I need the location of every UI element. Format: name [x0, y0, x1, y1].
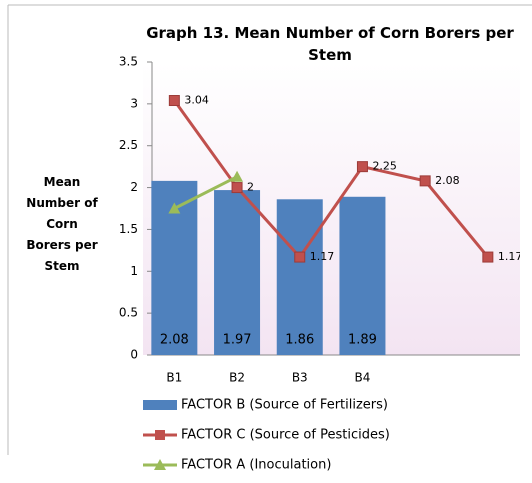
bar	[276, 199, 323, 355]
y-tick-label: 0	[130, 348, 138, 362]
y-tick-label: 3	[130, 96, 138, 110]
marker	[168, 202, 181, 214]
bar-label: 2.08	[160, 333, 189, 348]
legend-label: FACTOR B (Source of Fertilizers)	[181, 398, 388, 413]
line	[173, 175, 238, 210]
x-tick-label: B4	[355, 371, 371, 385]
y-tick-label: 0.5	[119, 306, 138, 320]
y-tick-label: 3.5	[119, 55, 138, 69]
marker	[482, 251, 494, 263]
legend-marker	[154, 459, 166, 470]
data-label: 3.04	[184, 94, 209, 107]
legend-swatch	[143, 400, 177, 410]
marker	[231, 170, 244, 182]
data-label: 2.25	[372, 160, 397, 173]
marker	[356, 161, 368, 173]
data-label: 2.08	[435, 174, 460, 187]
bar-label: 1.97	[223, 333, 252, 348]
line	[173, 99, 490, 260]
data-label: 1.17	[310, 250, 335, 263]
bar-label: 1.89	[348, 333, 377, 348]
y-axis-label: Mean Number of Corn Borers per Stem	[26, 175, 98, 273]
x-tick-label: B2	[229, 371, 245, 385]
bar	[339, 196, 386, 355]
marker	[419, 175, 431, 187]
marker	[294, 251, 306, 263]
bar	[214, 190, 261, 355]
legend-label: FACTOR A (Inoculation)	[181, 458, 331, 473]
chart-title: Graph 13. Mean Number of Corn Borers per…	[146, 24, 514, 64]
y-tick-label: 1.5	[119, 222, 138, 236]
marker	[168, 95, 180, 107]
marker	[231, 182, 243, 194]
bar-label: 1.86	[285, 333, 314, 348]
legend-label: FACTOR C (Source of Pesticides)	[181, 428, 390, 443]
y-tick-label: 1	[130, 264, 138, 278]
data-label: 2	[247, 181, 254, 194]
data-label: 1.17	[498, 250, 522, 263]
y-tick-label: 2	[130, 180, 138, 194]
x-tick-label: B1	[166, 371, 182, 385]
plot-area	[143, 62, 520, 355]
x-tick-label: B3	[292, 371, 308, 385]
legend-marker	[155, 430, 165, 440]
y-tick-label: 2.5	[119, 138, 138, 152]
